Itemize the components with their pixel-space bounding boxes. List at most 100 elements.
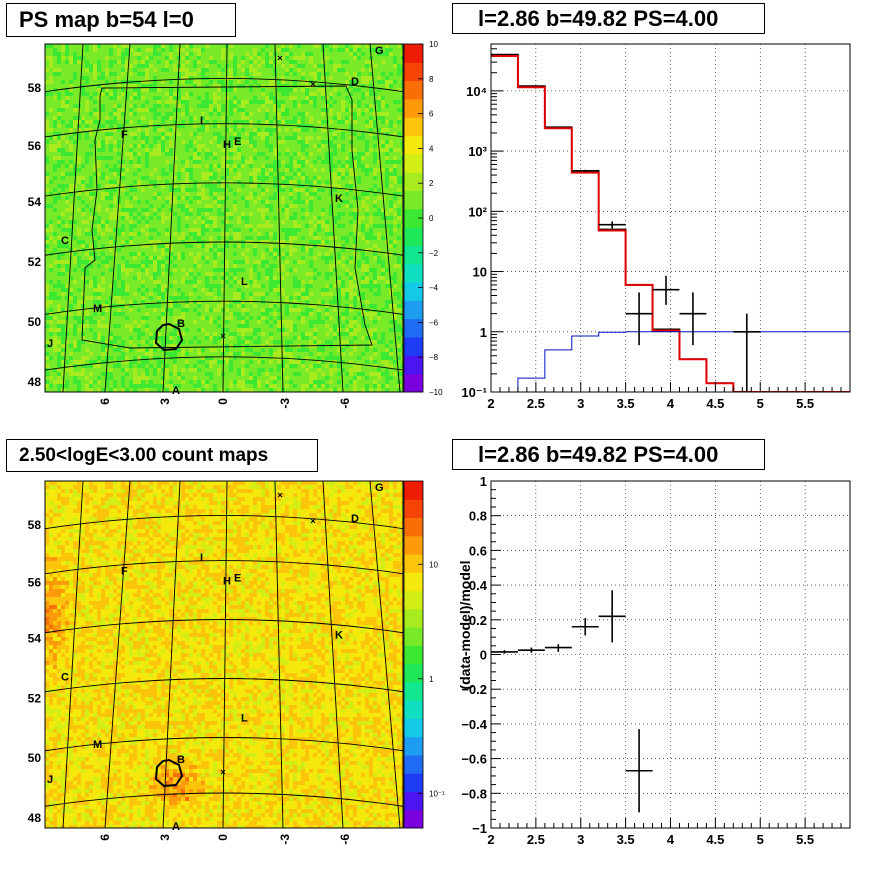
longitude-line [62, 44, 84, 392]
y-tick-label: 0.2 [469, 613, 487, 628]
colorbar-swatch [404, 44, 423, 63]
colorbar-swatch [404, 700, 423, 719]
residual-point [517, 647, 545, 653]
colorbar-swatch [404, 681, 423, 701]
colorbar-swatch [404, 135, 423, 155]
longitude-line [162, 44, 181, 392]
point-source-model-line [491, 331, 850, 392]
latitude-tick-label: 50 [28, 751, 42, 765]
source-label: M [93, 303, 102, 315]
ps-map-title: PS map b=54 l=0 [6, 3, 236, 37]
colorbar-swatch [404, 98, 423, 118]
latitude-tick-label: 48 [28, 375, 42, 389]
longitude-line [104, 481, 131, 828]
source-label: J [47, 774, 53, 786]
colorbar-swatch [404, 481, 423, 500]
x-tick-label: 4.5 [706, 832, 724, 847]
count-map-panel: G D F I H E K C L M B J A 48 50 52 54 56 58 6 3 0 -3 -6 10 1 10⁻¹ [28, 480, 445, 845]
latitude-line [45, 241, 403, 256]
y-tick-label: −0.2 [461, 682, 487, 697]
source-label: B [177, 318, 185, 330]
colorbar-swatch [404, 172, 423, 192]
colorbar-swatch [404, 608, 423, 628]
residual-point [598, 590, 626, 643]
model-total-line [491, 54, 850, 392]
y-tick-label: 10³ [468, 144, 487, 159]
x-tick-label: 5.5 [796, 396, 814, 411]
y-tick-label: −0.6 [461, 752, 487, 767]
colorbar-swatch [404, 117, 423, 137]
colorbar-swatch [404, 282, 423, 301]
longitude-line [322, 44, 344, 392]
latitude-line [45, 792, 403, 807]
colorbar-tick-label: 10 [429, 40, 438, 49]
source-label: I [200, 552, 203, 564]
heatmap-pixels [45, 481, 403, 828]
grid [490, 480, 850, 829]
latitude-line [45, 77, 403, 93]
y-tick-label: 0.4 [469, 578, 488, 593]
longitude-tick-label: -3 [278, 834, 292, 845]
x-tick-label: 5 [757, 396, 764, 411]
colorbar-swatch [404, 773, 423, 792]
y-tick-label: −0.4 [461, 717, 487, 732]
residual-title: l=2.86 b=49.82 PS=4.00 [452, 439, 765, 470]
colorbar-swatch [404, 190, 423, 210]
colorbar-tick-label: 4 [429, 144, 434, 153]
colorbar-swatch [404, 499, 423, 519]
y-tick-label: 0.6 [469, 543, 487, 558]
heatmap-pixels [45, 44, 403, 392]
source-label: B [177, 754, 185, 766]
longitude-line [104, 44, 131, 392]
map-frame [44, 480, 404, 829]
longitude-line [369, 481, 401, 828]
latitude-tick-label: 54 [28, 195, 42, 209]
latitude-line [45, 123, 403, 138]
source-label: J [47, 338, 53, 350]
source-label: F [121, 566, 128, 578]
colorbar-tick-label: 10⁻¹ [429, 789, 445, 798]
colorbar-swatch [404, 791, 423, 811]
colorbar-swatch [404, 300, 423, 320]
colorbar: 10 1 10⁻¹ [403, 480, 445, 829]
x-tick-label: 5 [757, 832, 764, 847]
longitude-tick-label: -6 [338, 834, 352, 845]
source-cross [220, 333, 226, 339]
colorbar-swatch [404, 263, 423, 283]
source-label: L [241, 276, 248, 288]
x-tick-label: 5.5 [796, 832, 814, 847]
y-tick-label: 10⁴ [466, 84, 487, 99]
source-cross [277, 492, 283, 498]
source-label: D [351, 76, 359, 88]
longitude-line [222, 44, 228, 392]
residual-point [491, 650, 518, 654]
latitude-line [45, 560, 403, 575]
longitude-line [62, 481, 84, 828]
colorbar-tick-label: 10 [429, 560, 438, 569]
latitude-line [45, 678, 403, 693]
point-source-circle [154, 758, 184, 788]
x-tick-label: 4 [667, 832, 675, 847]
colorbar-swatch [404, 318, 423, 338]
colorbar-swatch [404, 227, 423, 246]
x-tick-label: 4.5 [706, 396, 724, 411]
colorbar-tick-label: −8 [429, 353, 439, 362]
colorbar-tick-label: −2 [429, 249, 439, 258]
source-label: E [234, 136, 241, 148]
longitude-line [369, 44, 401, 392]
longitude-tick-label: 6 [98, 398, 112, 405]
colorbar-tick-label: 6 [429, 110, 434, 119]
spectrum-panel: 2 2.5 3 3.5 4 4.5 5 5.5 10⁻¹ 1 10 10² 10³ 10⁴ [461, 43, 851, 411]
data-point [679, 292, 707, 346]
source-label: A [172, 385, 180, 397]
coordinate-grid [45, 44, 403, 392]
y-tick-label: 1 [480, 474, 487, 489]
y-tick-label: 0 [480, 648, 487, 663]
coordinate-grid [45, 481, 403, 828]
point-source-circle [154, 322, 184, 352]
latitude-tick-label: 52 [28, 255, 42, 269]
latitude-tick-label: 52 [28, 691, 42, 705]
residual-point [625, 729, 653, 813]
colorbar-swatch [404, 373, 423, 393]
